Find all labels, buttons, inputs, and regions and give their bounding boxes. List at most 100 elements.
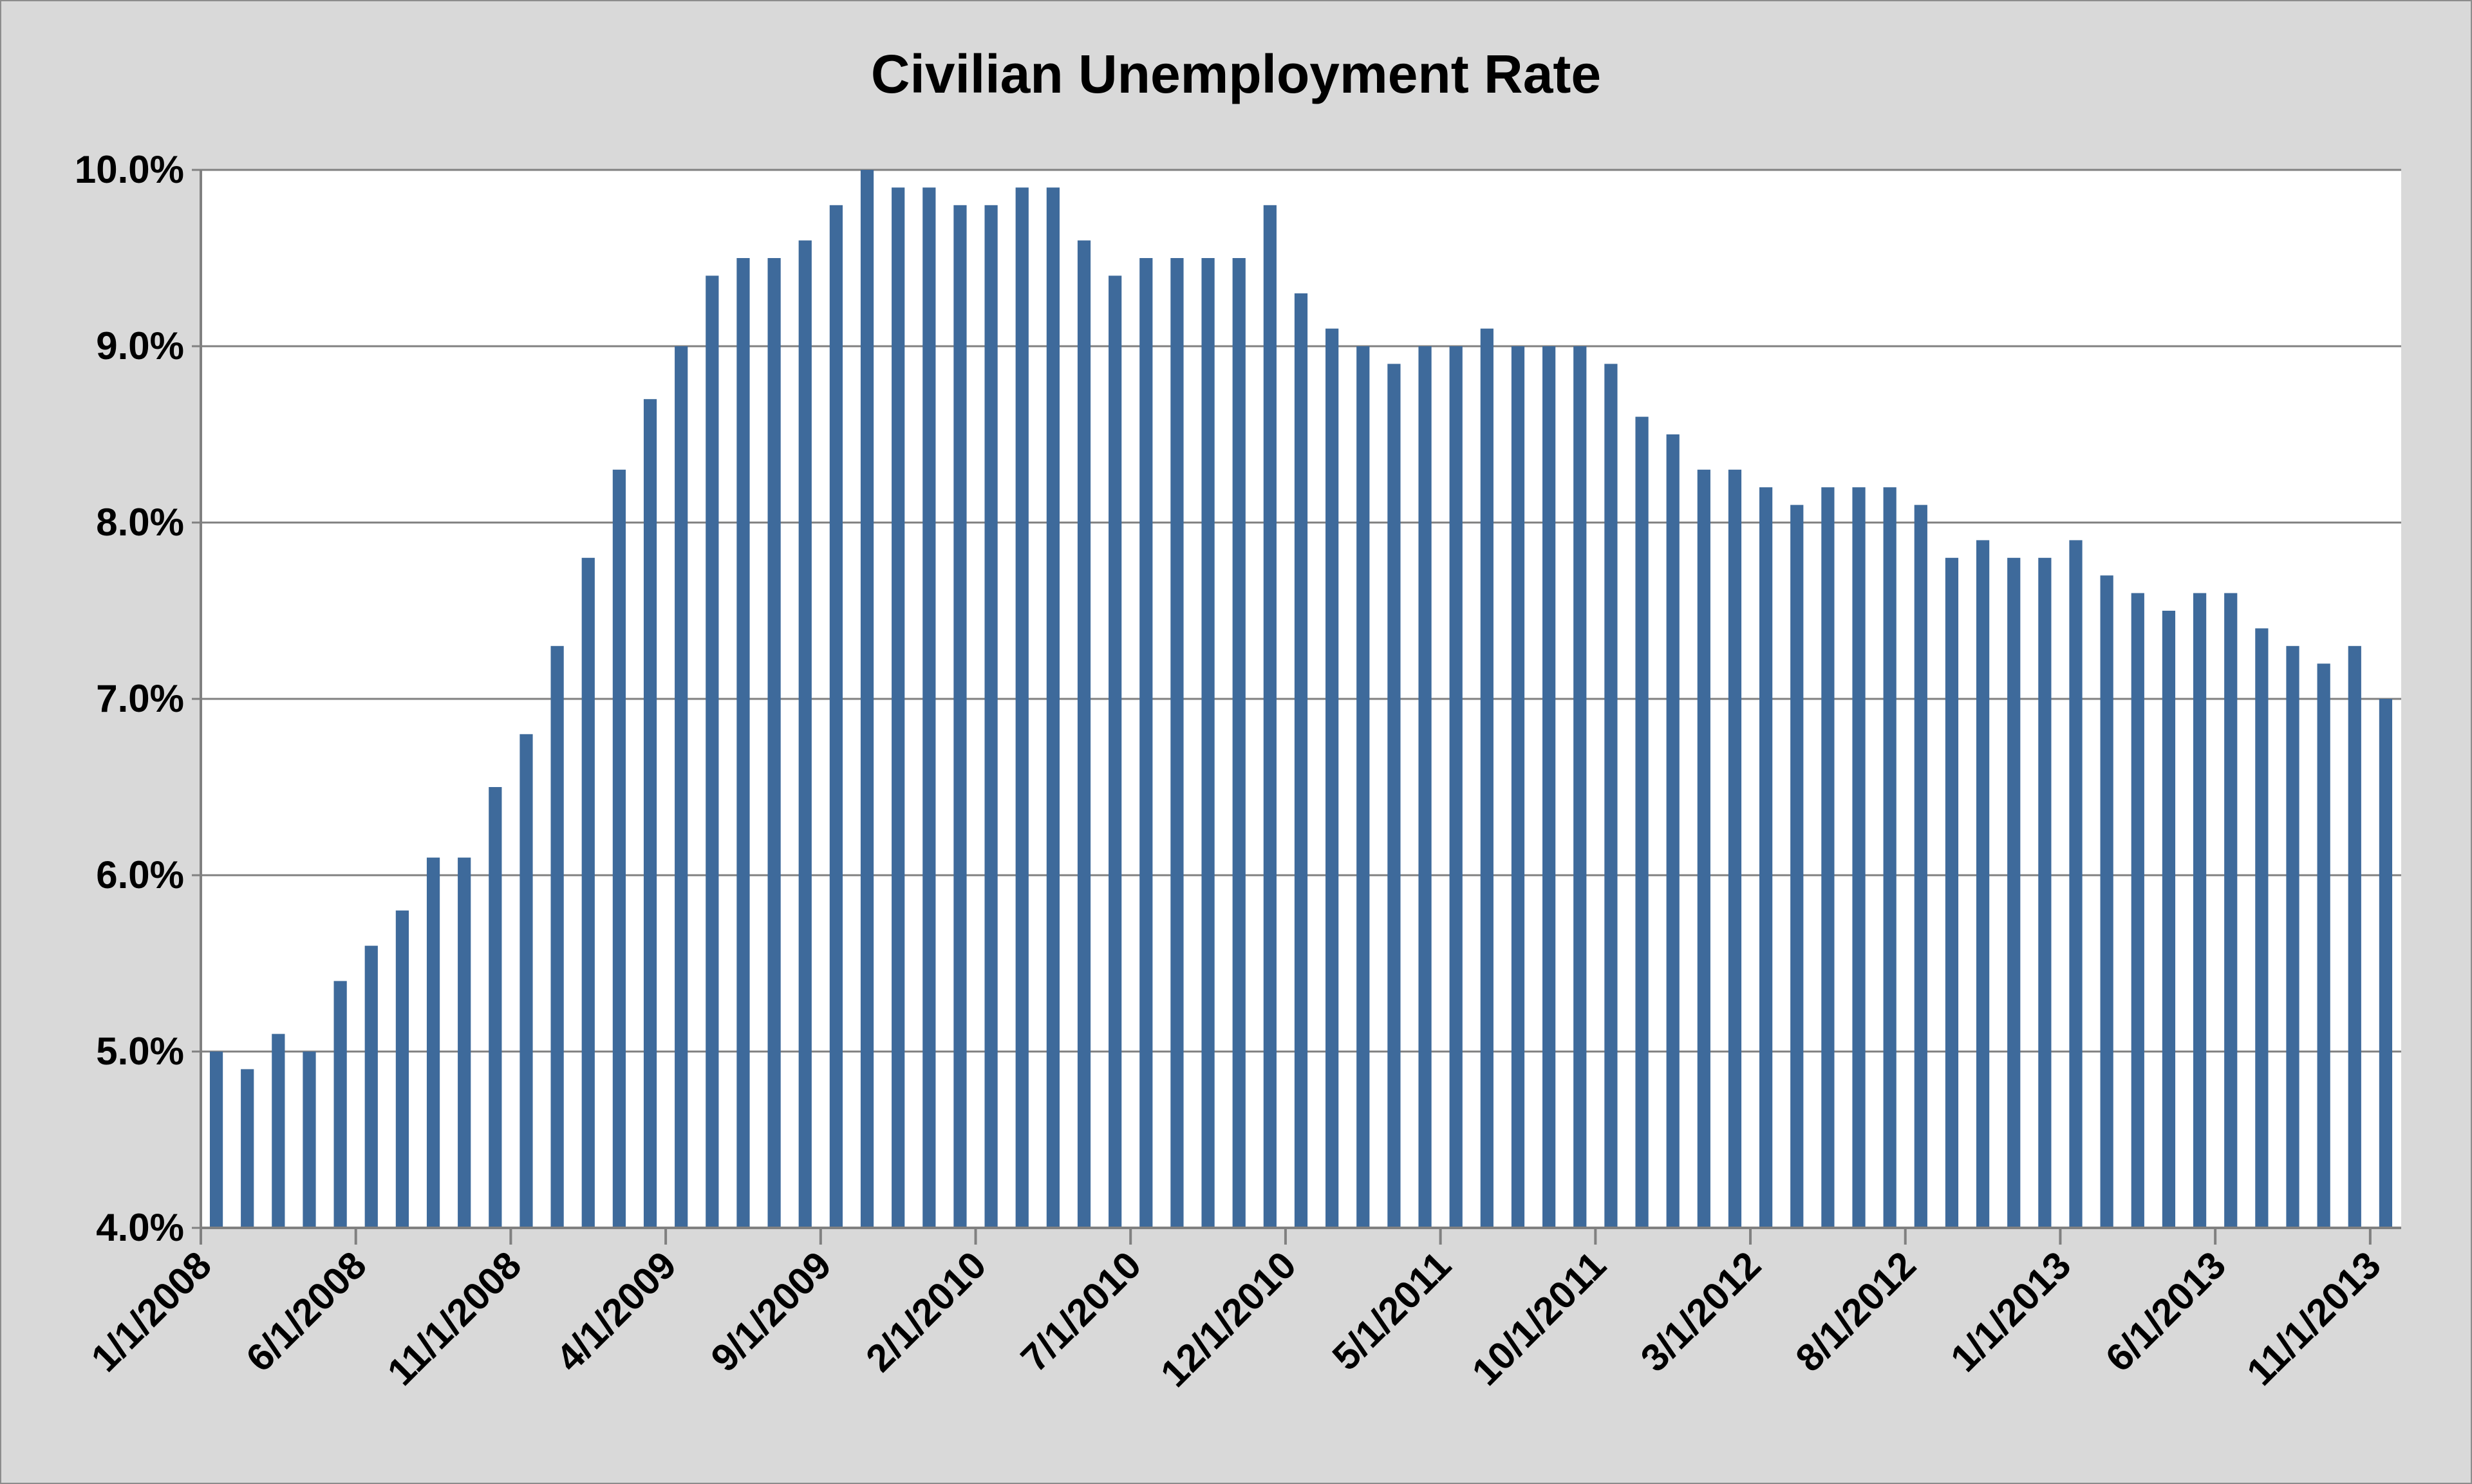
x-tick-label: 8/1/2012	[1787, 1243, 1924, 1380]
bar-9-1-2013	[2317, 663, 2330, 1228]
chart-title: Civilian Unemployment Rate	[871, 44, 1601, 104]
x-tick-label: 6/1/2013	[2097, 1243, 2234, 1380]
x-tick-label: 12/1/2010	[1152, 1243, 1304, 1395]
x-tick-label: 11/1/2013	[2238, 1243, 2389, 1394]
x-tick-label: 7/1/2010	[1013, 1243, 1150, 1380]
bar-2-1-2009	[612, 469, 626, 1228]
bar-6-1-2011	[1480, 328, 1494, 1229]
bar-2-1-2013	[2100, 575, 2113, 1228]
y-tick-label: 10.0%	[75, 148, 184, 191]
bar-3-1-2011	[1387, 364, 1401, 1228]
x-tick-label: 3/1/2012	[1633, 1243, 1770, 1380]
bar-6-1-2013	[2224, 593, 2238, 1228]
bar-4-1-2010	[1046, 187, 1060, 1228]
bar-5-1-2008	[333, 981, 347, 1228]
bar-3-1-2008	[272, 1034, 285, 1228]
y-tick-label: 5.0%	[96, 1030, 184, 1073]
bar-8-1-2009	[798, 240, 812, 1229]
bar-7-1-2012	[1883, 487, 1896, 1229]
y-tick-label: 4.0%	[96, 1206, 184, 1249]
x-tick-label: 2/1/2010	[857, 1243, 995, 1380]
bar-11-1-2008	[520, 734, 533, 1228]
bar-12-1-2008	[550, 645, 564, 1228]
bar-10-1-2013	[2348, 645, 2361, 1228]
bar-2-1-2011	[1356, 346, 1370, 1228]
bar-7-1-2011	[1511, 346, 1525, 1228]
y-tick-label: 7.0%	[96, 677, 184, 720]
bar-11-1-2012	[2007, 557, 2021, 1228]
bar-1-1-2012	[1697, 469, 1710, 1228]
bar-6-1-2012	[1852, 487, 1866, 1229]
bar-9-1-2009	[829, 205, 843, 1228]
bar-11-1-2010	[1263, 205, 1277, 1228]
bar-3-1-2012	[1759, 487, 1773, 1229]
bar-5-1-2010	[1077, 240, 1091, 1229]
bar-5-1-2011	[1449, 346, 1463, 1228]
y-tick-labels: 4.0% 5.0% 6.0% 7.0% 8.0% 9.0% 10.0%	[75, 148, 184, 1249]
bar-12-1-2009	[922, 187, 936, 1228]
x-tick-label: 4/1/2009	[548, 1243, 685, 1380]
bar-11-1-2009	[892, 187, 905, 1228]
bar-7-1-2010	[1139, 258, 1153, 1228]
bar-11-1-2011	[1635, 416, 1649, 1228]
bar-10-1-2009	[860, 170, 874, 1228]
x-tick-label: 11/1/2008	[379, 1243, 530, 1394]
bar-10-1-2012	[1976, 540, 1990, 1228]
bar-8-1-2013	[2286, 645, 2299, 1228]
bar-12-1-2010	[1294, 293, 1308, 1228]
bar-6-1-2009	[736, 258, 750, 1228]
x-tick-label: 6/1/2008	[238, 1243, 375, 1380]
bar-6-1-2010	[1109, 275, 1122, 1228]
bar-7-1-2008	[395, 910, 409, 1228]
bar-2-1-2008	[241, 1069, 254, 1228]
bar-9-1-2010	[1201, 258, 1215, 1228]
bars	[209, 170, 2393, 1229]
bar-1-1-2013	[2069, 540, 2083, 1228]
bar-12-1-2012	[2038, 557, 2052, 1228]
bar-5-1-2012	[1821, 487, 1835, 1229]
bar-1-1-2010	[953, 205, 967, 1228]
bar-4-1-2009	[675, 346, 688, 1228]
bar-9-1-2011	[1573, 346, 1587, 1228]
bar-11-1-2013	[2379, 699, 2393, 1228]
bar-7-1-2009	[767, 258, 781, 1228]
bar-6-1-2008	[364, 945, 378, 1228]
y-tick-label: 8.0%	[96, 501, 184, 544]
bar-4-1-2013	[2162, 611, 2176, 1228]
bar-8-1-2012	[1914, 505, 1927, 1228]
bar-3-1-2009	[643, 399, 657, 1229]
bar-10-1-2008	[489, 787, 502, 1228]
bar-10-1-2011	[1604, 364, 1618, 1228]
bar-8-1-2008	[426, 857, 440, 1228]
bar-2-1-2010	[984, 205, 998, 1228]
x-tick-label: 9/1/2009	[702, 1243, 839, 1380]
bar-4-1-2012	[1790, 505, 1804, 1228]
y-tick-label: 9.0%	[96, 324, 184, 367]
y-tick-label: 6.0%	[96, 853, 184, 896]
bar-3-1-2010	[1015, 187, 1029, 1228]
x-tick-labels: 1/1/2008 6/1/2008 11/1/2008 4/1/2009 9/1/200…	[83, 1243, 2389, 1395]
bar-4-1-2008	[303, 1052, 316, 1228]
bar-7-1-2013	[2255, 628, 2269, 1228]
bar-2-1-2012	[1728, 469, 1742, 1228]
bar-3-1-2013	[2131, 593, 2144, 1228]
bar-10-1-2010	[1232, 258, 1246, 1228]
x-tick-label: 5/1/2011	[1324, 1243, 1459, 1378]
bar-1-1-2008	[209, 1052, 223, 1228]
bar-8-1-2010	[1170, 258, 1184, 1228]
bar-1-1-2011	[1325, 328, 1339, 1229]
bar-8-1-2011	[1542, 346, 1556, 1228]
axes	[200, 170, 2401, 1245]
bar-5-1-2013	[2193, 593, 2207, 1228]
bar-9-1-2012	[1945, 557, 1959, 1228]
x-tick-label: 1/1/2013	[1942, 1243, 2079, 1380]
bar-12-1-2011	[1666, 434, 1680, 1228]
x-tick-label: 10/1/2011	[1464, 1243, 1615, 1394]
bar-1-1-2009	[581, 557, 595, 1228]
bar-9-1-2008	[458, 857, 471, 1228]
bar-5-1-2009	[706, 275, 719, 1228]
bar-4-1-2011	[1418, 346, 1432, 1228]
x-tick-label: 1/1/2008	[83, 1243, 220, 1380]
